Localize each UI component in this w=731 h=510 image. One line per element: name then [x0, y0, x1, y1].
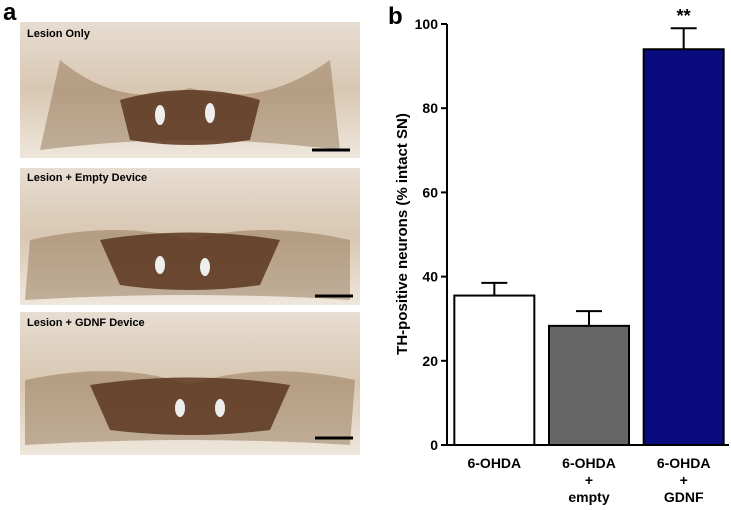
- panel-label: b: [388, 3, 403, 30]
- micrograph: [20, 312, 360, 455]
- y-axis-label: TH-positive neurons (% intact SN): [394, 113, 411, 355]
- x-tick-label: +: [585, 472, 593, 488]
- bar: [453, 294, 536, 447]
- x-tick-label: empty: [568, 489, 609, 505]
- image-caption: Lesion + Empty Device: [27, 172, 147, 184]
- bar: [548, 324, 630, 446]
- y-tick-label: 80: [422, 100, 438, 116]
- x-tick-label: 6-OHDA: [657, 455, 711, 471]
- micrograph: [20, 22, 360, 158]
- y-tick-label: 0: [430, 437, 438, 453]
- image-caption: Lesion + GDNF Device: [27, 317, 145, 329]
- bar: [642, 48, 725, 446]
- x-tick-label: GDNF: [664, 489, 704, 505]
- x-tick-label: 6-OHDA: [467, 455, 521, 471]
- significance-label: **: [677, 6, 691, 26]
- x-tick-label: 6-OHDA: [562, 455, 616, 471]
- x-tick-label: +: [680, 472, 688, 488]
- image-caption: Lesion Only: [27, 28, 91, 40]
- micrograph: [20, 168, 360, 305]
- y-tick-label: 40: [422, 269, 438, 285]
- y-tick-label: 20: [422, 353, 438, 369]
- y-tick-label: 100: [415, 16, 439, 32]
- panel-label: a: [3, 0, 17, 26]
- y-tick-label: 60: [422, 184, 438, 200]
